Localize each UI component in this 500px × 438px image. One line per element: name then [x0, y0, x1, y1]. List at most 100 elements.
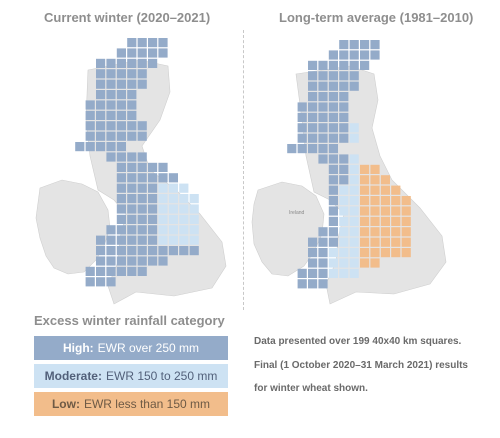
- right-grid-square: [339, 175, 349, 185]
- left-grid-square: [106, 110, 116, 120]
- legend-item-moderate: Moderate: EWR 150 to 250 mm: [34, 364, 228, 388]
- right-grid-square: [360, 60, 370, 70]
- right-rainfall-grid: [287, 40, 411, 289]
- right-grid-square: [339, 154, 349, 164]
- right-grid-square: [297, 268, 307, 278]
- left-grid-square: [116, 173, 126, 183]
- left-grid-square: [137, 204, 147, 214]
- right-grid-square: [297, 144, 307, 154]
- right-grid-square: [360, 248, 370, 258]
- right-grid-square: [360, 216, 370, 226]
- left-grid-square: [168, 235, 178, 245]
- left-grid-square: [158, 48, 168, 58]
- right-grid-square: [328, 60, 338, 70]
- right-grid-square: [339, 206, 349, 216]
- left-grid-square: [127, 225, 137, 235]
- left-grid-square: [168, 194, 178, 204]
- legend-low-category: Low:: [51, 397, 80, 411]
- right-grid-square: [370, 237, 380, 247]
- left-map-title: Current winter (2020–2021): [44, 10, 211, 25]
- left-grid-square: [127, 162, 137, 172]
- left-grid-square: [148, 48, 158, 58]
- right-grid-square: [318, 60, 328, 70]
- left-grid-square: [75, 142, 85, 152]
- right-grid-square: [328, 206, 338, 216]
- right-grid-square: [360, 206, 370, 216]
- left-grid-square: [179, 194, 189, 204]
- map-divider: [243, 30, 244, 310]
- right-grid-square: [339, 92, 349, 102]
- right-grid-square: [349, 248, 359, 258]
- right-grid-square: [328, 112, 338, 122]
- left-grid-square: [116, 152, 126, 162]
- right-grid-square: [349, 164, 359, 174]
- right-grid-square: [370, 227, 380, 237]
- right-grid-square: [328, 144, 338, 154]
- left-grid-square: [85, 142, 95, 152]
- right-grid-square: [360, 196, 370, 206]
- left-grid-square: [137, 225, 147, 235]
- left-grid-square: [127, 204, 137, 214]
- left-grid-square: [158, 214, 168, 224]
- right-grid-square: [328, 258, 338, 268]
- right-grid-square: [391, 248, 401, 258]
- left-grid-square: [137, 183, 147, 193]
- right-grid-square: [308, 248, 318, 258]
- right-grid-square: [380, 216, 390, 226]
- left-grid-square: [148, 214, 158, 224]
- left-grid-square: [106, 277, 116, 287]
- right-grid-square: [370, 216, 380, 226]
- left-grid-square: [137, 162, 147, 172]
- right-grid-square: [308, 123, 318, 133]
- left-grid-square: [96, 69, 106, 79]
- right-grid-square: [349, 216, 359, 226]
- right-grid-square: [297, 123, 307, 133]
- right-grid-square: [328, 185, 338, 195]
- left-grid-square: [127, 194, 137, 204]
- left-grid-square: [137, 58, 147, 68]
- right-grid-square: [308, 112, 318, 122]
- left-grid-square: [137, 48, 147, 58]
- left-grid-square: [116, 100, 126, 110]
- right-grid-square: [370, 40, 380, 50]
- legend-moderate-description: EWR 150 to 250 mm: [105, 369, 218, 383]
- left-grid-square: [148, 256, 158, 266]
- right-grid-square: [318, 102, 328, 112]
- left-grid-square: [127, 38, 137, 48]
- left-grid-square: [106, 58, 116, 68]
- left-grid-square: [158, 256, 168, 266]
- left-grid-square: [116, 69, 126, 79]
- legend-moderate-category: Moderate:: [44, 369, 102, 383]
- left-grid-square: [158, 162, 168, 172]
- right-grid-square: [339, 102, 349, 112]
- right-grid-square: [380, 237, 390, 247]
- left-grid-square: [127, 58, 137, 68]
- right-grid-square: [380, 227, 390, 237]
- right-grid-square: [297, 133, 307, 143]
- right-grid-square: [328, 248, 338, 258]
- right-grid-square: [370, 196, 380, 206]
- right-britain-land: [295, 65, 447, 305]
- right-grid-square: [370, 206, 380, 216]
- right-grid-square: [339, 60, 349, 70]
- left-grid-square: [85, 100, 95, 110]
- left-grid-square: [189, 204, 199, 214]
- left-grid-square: [179, 204, 189, 214]
- right-grid-square: [339, 196, 349, 206]
- left-grid-square: [189, 214, 199, 224]
- left-grid-square: [106, 121, 116, 131]
- right-grid-square: [349, 154, 359, 164]
- right-map-title: Long-term average (1981–2010): [279, 10, 474, 25]
- left-grid-square: [127, 266, 137, 276]
- right-grid-square: [401, 206, 411, 216]
- left-grid-square: [179, 235, 189, 245]
- left-grid-square: [127, 246, 137, 256]
- left-grid-square: [116, 58, 126, 68]
- right-grid-square: [370, 258, 380, 268]
- right-grid-square: [349, 123, 359, 133]
- right-grid-square: [349, 268, 359, 278]
- right-grid-square: [349, 60, 359, 70]
- left-grid-square: [127, 79, 137, 89]
- right-grid-square: [370, 175, 380, 185]
- left-grid-square: [106, 69, 116, 79]
